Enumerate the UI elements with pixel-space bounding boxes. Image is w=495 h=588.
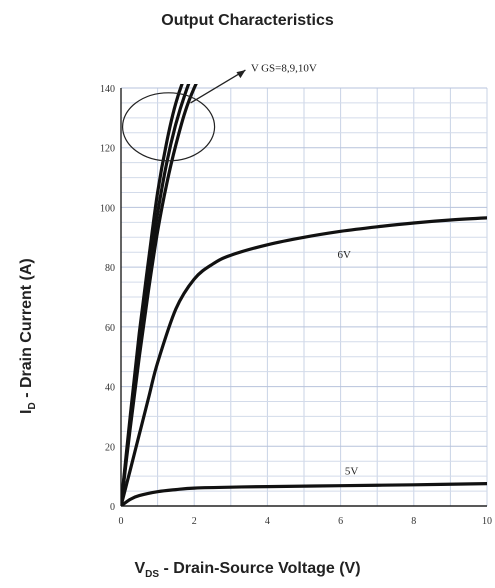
y-tick-label: 140 — [100, 84, 115, 95]
x-tick-label: 0 — [119, 516, 124, 527]
y-tick-label: 100 — [100, 203, 115, 214]
y-tick-label: 0 — [110, 502, 115, 513]
y-tick-label: 20 — [105, 442, 115, 453]
x-tick-label: 10 — [482, 516, 492, 527]
curve-3 — [121, 84, 198, 506]
y-tick-label: 60 — [105, 323, 115, 334]
y-tick-label: 80 — [105, 263, 115, 274]
vgs-6v-annotation: 6V — [338, 249, 352, 261]
callout-arrowhead — [236, 70, 246, 79]
chart-title: Output Characteristics — [161, 12, 334, 29]
curve-4 — [121, 216, 487, 506]
x-tick-label: 8 — [411, 516, 416, 527]
vgs-annotation: V GS=8,9,10V — [251, 63, 317, 75]
x-axis-label-subscript: DS — [145, 569, 160, 581]
x-tick-label: 4 — [265, 516, 270, 527]
y-tick-label: 120 — [100, 144, 115, 155]
axes — [120, 88, 487, 507]
x-tick-label: 2 — [192, 516, 197, 527]
callout-arrow-shaft — [190, 69, 246, 104]
grid — [120, 87, 488, 507]
curve-5 — [121, 482, 487, 506]
vgs-5v-annotation: 5V — [345, 466, 359, 478]
annotations: V GS=8,9,10V 6V 5V — [121, 63, 359, 478]
x-axis-label: VDS - Drain-Source Voltage (V) — [0, 560, 495, 580]
x-axis-label-main: V — [134, 560, 146, 577]
callout-ellipse — [121, 92, 216, 162]
y-tick-label: 40 — [105, 383, 115, 394]
x-tick-label: 6 — [338, 516, 343, 527]
x-axis-label-rest: - Drain-Source Voltage (V) — [159, 560, 361, 577]
curves — [121, 84, 487, 506]
